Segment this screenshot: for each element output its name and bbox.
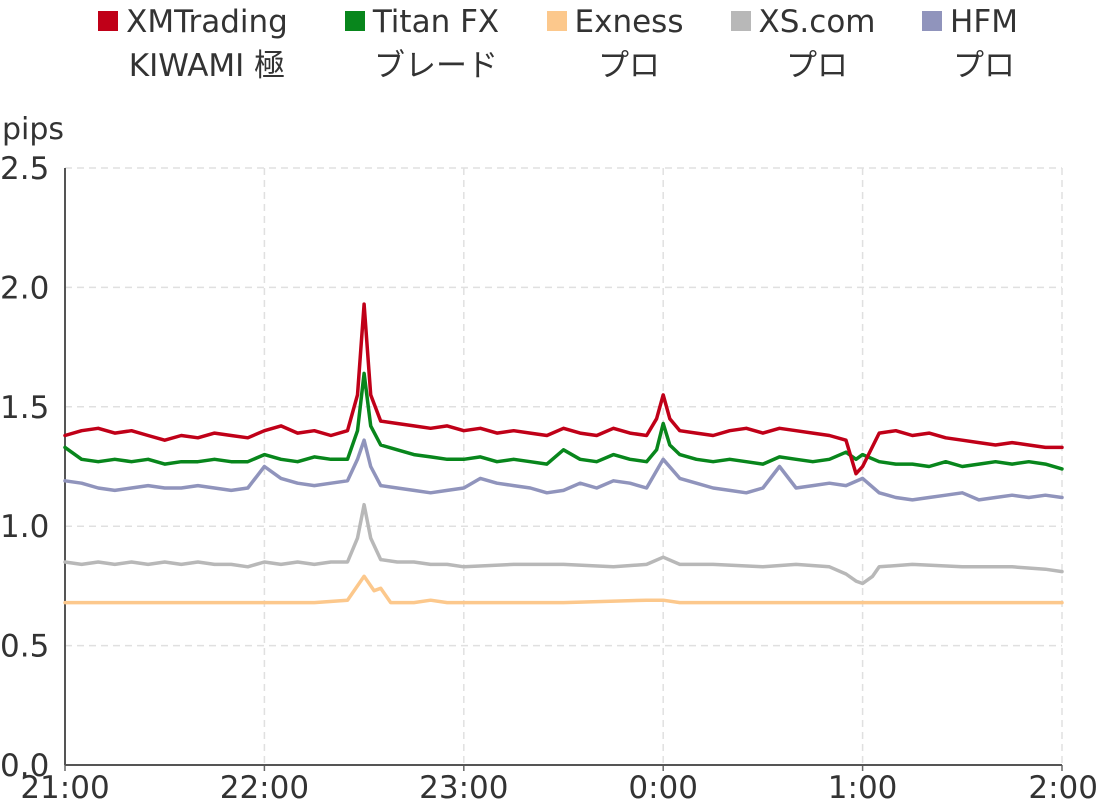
legend-label-exness: Exness: [574, 4, 684, 40]
series-line-titanfx: [63, 371, 1064, 471]
legend-swatch-xmtrading: [98, 11, 119, 31]
legend-item-titanfx[interactable]: Titan FX ブレード: [322, 0, 522, 88]
x-tick-label: 23:00: [419, 770, 508, 801]
x-tick-label: 1:00: [828, 770, 898, 801]
y-tick-label: 1.5: [0, 390, 49, 426]
legend-item-xscom[interactable]: XS.com プロ: [708, 0, 898, 88]
legend-label-xmtrading: XMTrading: [126, 4, 288, 40]
series-line-hfm: [63, 438, 1064, 502]
y-tick-label: 0.5: [0, 629, 49, 665]
legend-swatch-titanfx: [344, 11, 365, 31]
series-line-xmtrading: [63, 302, 1064, 476]
legend-item-xmtrading[interactable]: XMTrading KIWAMI 極: [78, 0, 308, 88]
x-tick-labels: 21:00 22:00 23:00 0:00 1:00 2:00: [20, 770, 1098, 801]
x-tick-label: 21:00: [20, 770, 109, 801]
x-tick-label: 22:00: [220, 770, 309, 801]
x-tick-label: 2:00: [1028, 770, 1098, 801]
y-tick-label: 1.0: [0, 509, 49, 545]
axes: [64, 168, 1063, 771]
x-tick-label: 0:00: [628, 770, 698, 801]
y-axis-unit-label: pips: [2, 112, 64, 147]
series-line-exness: [63, 574, 1064, 605]
y-tick-label: 2.5: [0, 151, 49, 187]
legend-sublabel-xmtrading: KIWAMI 極: [128, 48, 286, 84]
y-tick-label: 2.0: [0, 270, 49, 306]
legend-label-hfm: HFM: [950, 4, 1018, 40]
legend-sublabel-hfm: プロ: [953, 48, 1015, 84]
legend-label-xscom: XS.com: [758, 4, 876, 40]
series-lines: [63, 302, 1064, 605]
legend-label-titanfx: Titan FX: [372, 4, 500, 40]
legend-sublabel-xscom: プロ: [786, 48, 848, 84]
legend-swatch-hfm: [922, 11, 943, 31]
legend-item-hfm[interactable]: HFM プロ: [900, 0, 1040, 88]
legend-sublabel-exness: プロ: [598, 48, 660, 84]
grid-lines: [65, 167, 1063, 765]
legend-sublabel-titanfx: ブレード: [374, 48, 498, 84]
y-tick-labels: 0.0 0.5 1.0 1.5 2.0 2.5: [0, 151, 49, 784]
legend-item-exness[interactable]: Exness プロ: [530, 0, 700, 88]
y-tick-label: 0.0: [0, 748, 49, 784]
series-line-xscom: [63, 502, 1064, 586]
legend-swatch-exness: [546, 11, 567, 31]
legend-swatch-xscom: [730, 11, 751, 31]
